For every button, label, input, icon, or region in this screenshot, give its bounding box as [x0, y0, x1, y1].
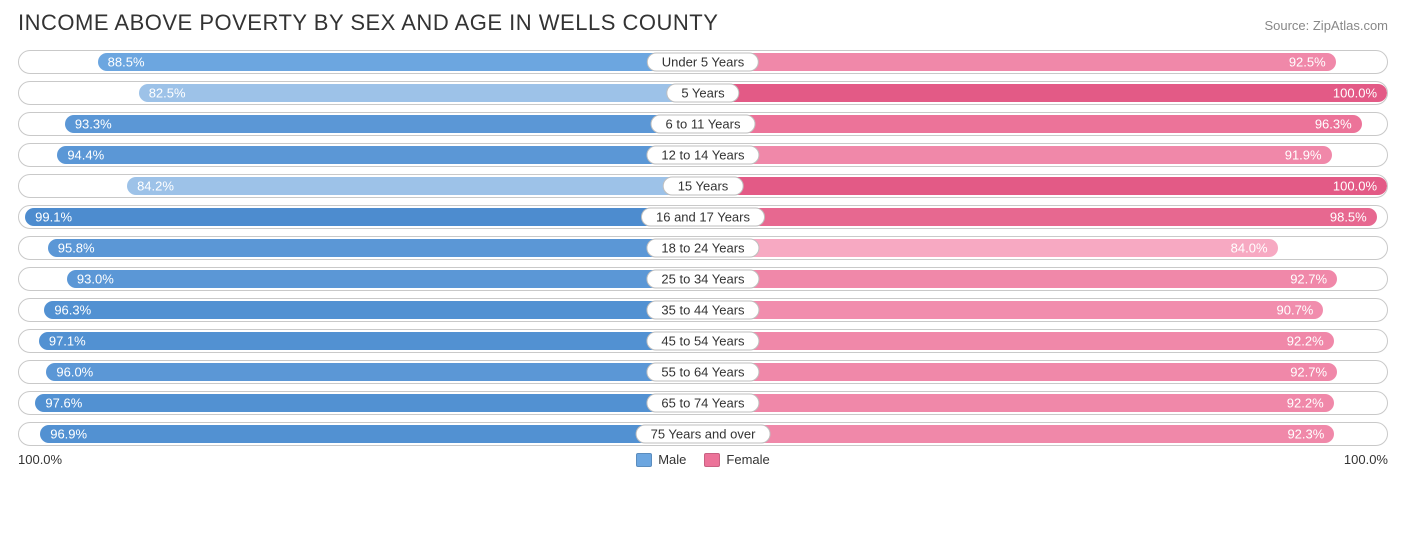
female-value-label: 92.2% [1287, 396, 1324, 411]
legend: Male Female [636, 452, 770, 467]
female-bar: 92.5% [705, 53, 1336, 71]
male-value-label: 94.4% [67, 148, 104, 163]
male-value-label: 96.3% [54, 303, 91, 318]
female-value-label: 84.0% [1231, 241, 1268, 256]
bar-row: 95.8% 84.0% 18 to 24 Years [18, 236, 1388, 260]
bar-row: 93.0% 92.7% 25 to 34 Years [18, 267, 1388, 291]
bar-row: 96.0% 92.7% 55 to 64 Years [18, 360, 1388, 384]
female-value-label: 92.5% [1289, 55, 1326, 70]
category-label: 45 to 54 Years [646, 332, 759, 351]
male-value-label: 88.5% [108, 55, 145, 70]
legend-label-female: Female [726, 452, 769, 467]
male-bar: 84.2% [127, 177, 701, 195]
bar-row: 88.5% 92.5% Under 5 Years [18, 50, 1388, 74]
female-bar: 92.7% [705, 363, 1337, 381]
bar-row: 96.3% 90.7% 35 to 44 Years [18, 298, 1388, 322]
category-label: 18 to 24 Years [646, 239, 759, 258]
axis-left-label: 100.0% [18, 452, 62, 467]
female-bar: 100.0% [705, 84, 1387, 102]
male-value-label: 97.1% [49, 334, 86, 349]
category-label: Under 5 Years [647, 53, 759, 72]
female-value-label: 92.3% [1287, 427, 1324, 442]
female-bar: 92.2% [705, 332, 1334, 350]
female-value-label: 96.3% [1315, 117, 1352, 132]
male-bar: 88.5% [98, 53, 701, 71]
male-value-label: 96.9% [50, 427, 87, 442]
category-label: 5 Years [666, 84, 739, 103]
legend-swatch-female [704, 453, 720, 467]
female-value-label: 92.7% [1290, 365, 1327, 380]
male-value-label: 99.1% [35, 210, 72, 225]
female-bar: 92.3% [705, 425, 1334, 443]
male-bar: 93.0% [67, 270, 701, 288]
male-bar: 82.5% [139, 84, 701, 102]
female-value-label: 92.7% [1290, 272, 1327, 287]
bar-row: 97.1% 92.2% 45 to 54 Years [18, 329, 1388, 353]
category-label: 6 to 11 Years [651, 115, 756, 134]
bar-rows: 88.5% 92.5% Under 5 Years 82.5% 100.0% 5 Year… [18, 50, 1388, 446]
female-bar: 91.9% [705, 146, 1332, 164]
legend-item-female: Female [704, 452, 769, 467]
source-attribution: Source: ZipAtlas.com [1264, 18, 1388, 33]
male-value-label: 84.2% [137, 179, 174, 194]
male-value-label: 82.5% [149, 86, 186, 101]
axis-right-label: 100.0% [1344, 452, 1388, 467]
category-label: 35 to 44 Years [646, 301, 759, 320]
female-value-label: 100.0% [1333, 179, 1377, 194]
female-value-label: 91.9% [1285, 148, 1322, 163]
male-value-label: 97.6% [45, 396, 82, 411]
female-bar: 96.3% [705, 115, 1362, 133]
male-bar: 93.3% [65, 115, 701, 133]
male-bar: 96.3% [44, 301, 701, 319]
category-label: 25 to 34 Years [646, 270, 759, 289]
legend-item-male: Male [636, 452, 686, 467]
footer: 100.0% Male Female 100.0% [18, 452, 1388, 467]
category-label: 65 to 74 Years [646, 394, 759, 413]
female-bar: 92.7% [705, 270, 1337, 288]
male-value-label: 93.3% [75, 117, 112, 132]
bar-row: 99.1% 98.5% 16 and 17 Years [18, 205, 1388, 229]
category-label: 55 to 64 Years [646, 363, 759, 382]
legend-swatch-male [636, 453, 652, 467]
chart-container: INCOME ABOVE POVERTY BY SEX AND AGE IN W… [0, 0, 1406, 475]
legend-label-male: Male [658, 452, 686, 467]
bar-row: 96.9% 92.3% 75 Years and over [18, 422, 1388, 446]
male-bar: 96.0% [46, 363, 701, 381]
female-bar: 100.0% [705, 177, 1387, 195]
category-label: 12 to 14 Years [646, 146, 759, 165]
female-value-label: 92.2% [1287, 334, 1324, 349]
male-bar: 99.1% [25, 208, 701, 226]
female-bar: 90.7% [705, 301, 1323, 319]
chart-title: INCOME ABOVE POVERTY BY SEX AND AGE IN W… [18, 10, 718, 36]
female-value-label: 100.0% [1333, 86, 1377, 101]
male-bar: 96.9% [40, 425, 701, 443]
male-bar: 95.8% [48, 239, 701, 257]
bar-row: 82.5% 100.0% 5 Years [18, 81, 1388, 105]
male-value-label: 93.0% [77, 272, 114, 287]
female-bar: 98.5% [705, 208, 1377, 226]
category-label: 15 Years [663, 177, 744, 196]
bar-row: 84.2% 100.0% 15 Years [18, 174, 1388, 198]
category-label: 75 Years and over [636, 425, 771, 444]
female-bar: 92.2% [705, 394, 1334, 412]
bar-row: 93.3% 96.3% 6 to 11 Years [18, 112, 1388, 136]
bar-row: 97.6% 92.2% 65 to 74 Years [18, 391, 1388, 415]
female-value-label: 90.7% [1277, 303, 1314, 318]
male-bar: 97.6% [35, 394, 701, 412]
male-value-label: 96.0% [56, 365, 93, 380]
male-bar: 97.1% [39, 332, 701, 350]
female-value-label: 98.5% [1330, 210, 1367, 225]
male-value-label: 95.8% [58, 241, 95, 256]
category-label: 16 and 17 Years [641, 208, 765, 227]
male-bar: 94.4% [57, 146, 701, 164]
female-bar: 84.0% [705, 239, 1278, 257]
bar-row: 94.4% 91.9% 12 to 14 Years [18, 143, 1388, 167]
header: INCOME ABOVE POVERTY BY SEX AND AGE IN W… [18, 10, 1388, 36]
